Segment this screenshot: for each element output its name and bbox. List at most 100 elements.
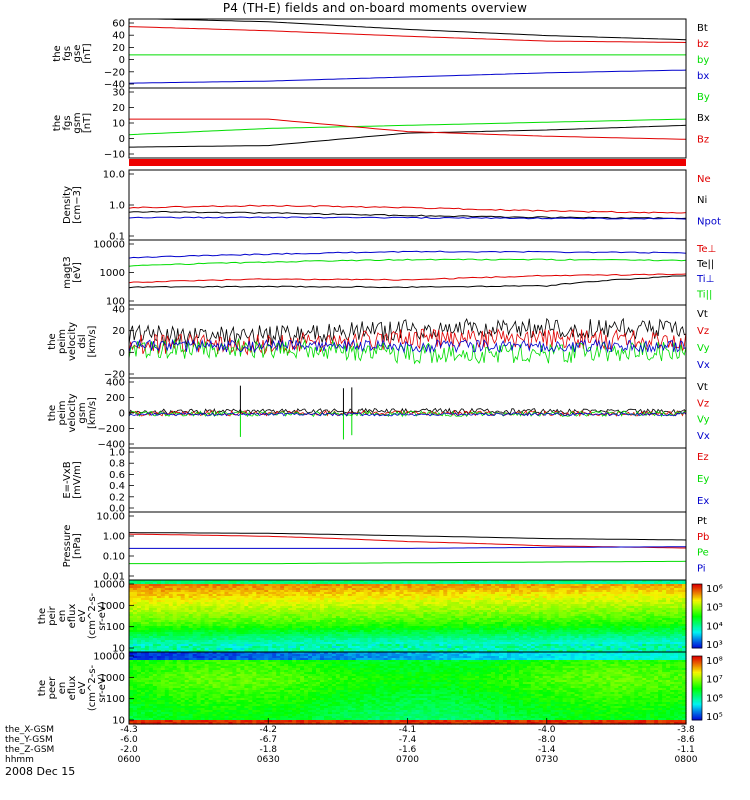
heatmap-cell	[204, 608, 210, 611]
heatmap-cell	[538, 596, 544, 599]
heatmap-cell	[168, 600, 174, 603]
heatmap-cell	[371, 594, 377, 597]
heatmap-cell	[399, 596, 405, 599]
heatmap-cell	[371, 604, 377, 607]
heatmap-cell	[610, 602, 615, 605]
heatmap-cell	[419, 598, 425, 601]
heatmap-cell	[335, 602, 341, 605]
heatmap-cell	[188, 616, 194, 619]
heatmap-cell	[443, 632, 448, 635]
heatmap-cell	[208, 644, 214, 647]
heatmap-cell	[506, 616, 512, 619]
heatmap-cell	[140, 580, 146, 583]
heatmap-cell	[554, 612, 560, 615]
heatmap-cell	[391, 610, 397, 613]
heatmap-cell	[451, 636, 456, 639]
heatmap-cell	[152, 644, 158, 647]
heatmap-cell	[304, 598, 309, 601]
heatmap-cell	[467, 584, 472, 587]
heatmap-cell	[160, 612, 166, 615]
heatmap-cell	[280, 608, 285, 611]
heatmap-cell	[658, 642, 663, 645]
heatmap-cell	[367, 628, 373, 631]
heatmap-cell	[172, 580, 178, 583]
heatmap-cell	[475, 638, 480, 641]
heatmap-cell	[212, 588, 218, 591]
heatmap-cell	[129, 640, 134, 643]
heatmap-cell	[582, 648, 588, 651]
heatmap-cell	[427, 584, 432, 587]
heatmap-cell	[618, 608, 623, 611]
heatmap-cell	[327, 588, 333, 591]
heatmap-cell	[399, 650, 405, 653]
heatmap-cell	[188, 606, 194, 609]
heatmap-cell	[455, 586, 460, 589]
heatmap-cell	[499, 582, 504, 585]
heatmap-cell	[240, 606, 245, 609]
heatmap-cell	[491, 598, 496, 601]
heatmap-cell	[534, 638, 540, 641]
heatmap-cell	[288, 610, 293, 613]
heatmap-cell	[602, 622, 608, 625]
heatmap-cell	[136, 636, 142, 639]
heatmap-cell	[144, 612, 150, 615]
heatmap-cell	[479, 620, 484, 623]
heatmap-cell	[594, 594, 600, 597]
heatmap-cell	[582, 602, 588, 605]
heatmap-cell	[248, 592, 253, 595]
heatmap-cell	[606, 602, 612, 605]
heatmap-cell	[156, 620, 162, 623]
heatmap-cell	[475, 590, 480, 593]
heatmap-cell	[554, 588, 560, 591]
heatmap-cell	[530, 642, 536, 645]
heatmap-cell	[638, 616, 643, 619]
heatmap-cell	[280, 628, 285, 631]
heatmap-cell	[296, 618, 301, 621]
heatmap-cell	[642, 634, 647, 637]
heatmap-cell	[630, 622, 635, 625]
heatmap-cell	[506, 632, 512, 635]
heatmap-cell	[514, 582, 520, 585]
heatmap-cell	[590, 606, 596, 609]
heatmap-cell	[284, 638, 289, 641]
heatmap-cell	[415, 608, 421, 611]
heatmap-cell	[216, 628, 222, 631]
heatmap-cell	[240, 598, 245, 601]
heatmap-cell	[475, 614, 480, 617]
heatmap-cell	[343, 634, 349, 637]
heatmap-cell	[359, 608, 365, 611]
heatmap-cell	[240, 586, 245, 589]
heatmap-cell	[602, 646, 608, 649]
heatmap-cell	[598, 610, 604, 613]
heatmap-cell	[634, 590, 639, 593]
heatmap-cell	[526, 646, 532, 649]
heatmap-cell	[315, 632, 321, 635]
heatmap-cell	[590, 640, 596, 643]
heatmap-cell	[439, 634, 444, 637]
heatmap-cell	[292, 630, 297, 633]
heatmap-cell	[391, 580, 397, 583]
heatmap-cell	[479, 596, 484, 599]
heatmap-cell	[415, 588, 421, 591]
heatmap-cell	[264, 586, 269, 589]
heatmap-cell	[168, 592, 174, 595]
heatmap-cell	[590, 634, 596, 637]
heatmap-cell	[224, 626, 230, 629]
heatmap-cell	[411, 586, 417, 589]
heatmap-cell	[343, 626, 349, 629]
heatmap-cell	[176, 616, 182, 619]
heatmap-cell	[300, 640, 305, 643]
heatmap-cell	[363, 608, 369, 611]
heatmap-cell	[654, 634, 659, 637]
heatmap-cell	[622, 638, 627, 641]
heatmap-cell	[208, 608, 214, 611]
heatmap-cell	[487, 622, 492, 625]
heatmap-cell	[558, 630, 564, 633]
y-tick-label: 10000	[93, 240, 125, 251]
heatmap-cell	[323, 590, 329, 593]
heatmap-cell	[184, 630, 190, 633]
heatmap-cell	[212, 610, 218, 613]
heatmap-cell	[642, 642, 647, 645]
heatmap-cell	[248, 606, 253, 609]
heatmap-cell	[510, 650, 516, 653]
